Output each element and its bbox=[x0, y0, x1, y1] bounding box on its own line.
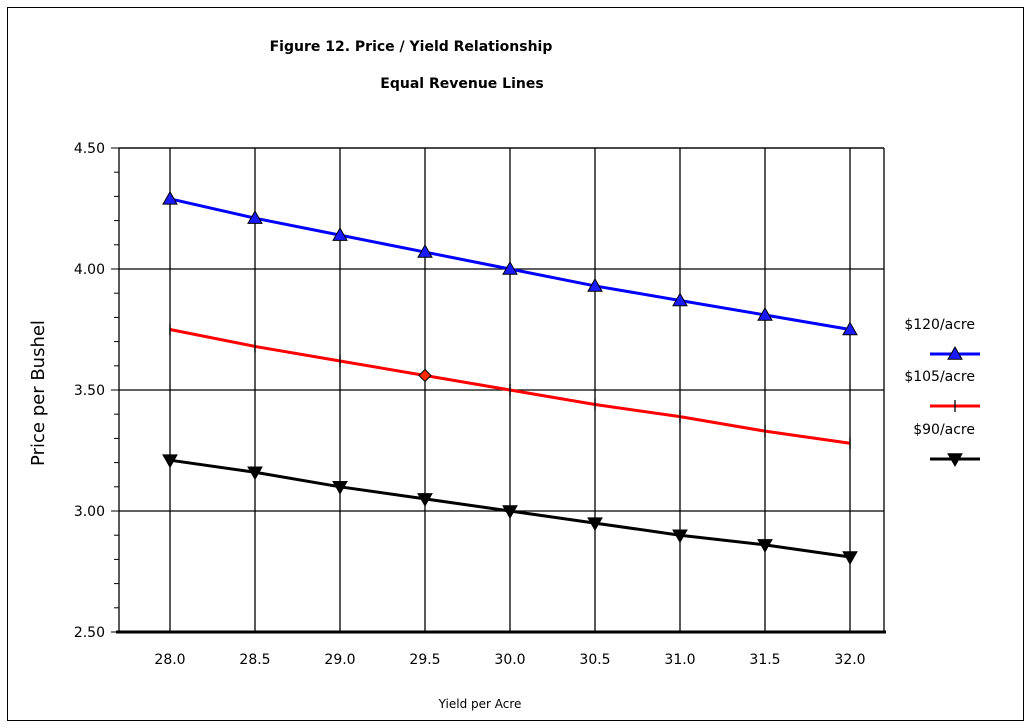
data-point bbox=[842, 321, 858, 336]
axes: 2.50 3.00 3.50 4.00 4.50 28.0 28.5 29.0 29.5 30.0… bbox=[74, 141, 886, 668]
data-point bbox=[672, 529, 688, 544]
legend-label: $90/acre bbox=[913, 422, 975, 438]
series-0 bbox=[162, 190, 858, 336]
data-point bbox=[842, 551, 858, 565]
data-point bbox=[502, 505, 518, 520]
series-1 bbox=[169, 323, 851, 450]
legend-label: $120/acre bbox=[904, 317, 975, 333]
x-tick-label: 32.0 bbox=[834, 652, 865, 668]
data-point bbox=[162, 190, 178, 205]
x-tick-label: 29.5 bbox=[409, 652, 440, 668]
series-layer bbox=[162, 190, 858, 565]
data-point bbox=[672, 292, 688, 307]
x-tick-label: 29.0 bbox=[324, 652, 355, 668]
data-point bbox=[757, 306, 773, 321]
data-point bbox=[332, 481, 348, 495]
data-point bbox=[587, 517, 603, 532]
x-tick-label: 28.0 bbox=[154, 652, 185, 668]
data-point bbox=[247, 210, 263, 224]
legend-item-0: $120/acre bbox=[904, 317, 980, 360]
data-point bbox=[417, 244, 433, 258]
legend-marker bbox=[947, 453, 963, 468]
data-point bbox=[332, 227, 348, 241]
chart-title: Figure 12. Price / Yield Relationship bbox=[270, 39, 553, 55]
legend-marker bbox=[947, 345, 963, 360]
chart-frame bbox=[7, 7, 1024, 721]
data-point bbox=[247, 466, 263, 481]
data-point bbox=[587, 277, 603, 292]
y-tick-label: 2.50 bbox=[74, 625, 105, 641]
y-tick-label: 3.00 bbox=[74, 504, 105, 520]
highlight-point bbox=[418, 368, 432, 383]
y-tick-label: 4.50 bbox=[74, 141, 105, 157]
data-point bbox=[757, 539, 773, 553]
data-point bbox=[417, 493, 433, 507]
y-axis-label: Price per Bushel bbox=[28, 320, 49, 466]
legend: $120/acre $105/acre $90/acre bbox=[904, 317, 980, 468]
x-tick-label: 31.0 bbox=[664, 652, 695, 668]
y-tick-label: 4.00 bbox=[74, 262, 105, 278]
data-point bbox=[162, 454, 178, 469]
legend-label: $105/acre bbox=[904, 369, 975, 385]
data-point bbox=[502, 260, 518, 275]
legend-item-1: $105/acre bbox=[904, 369, 980, 412]
x-tick-label: 30.5 bbox=[579, 652, 610, 668]
chart-subtitle: Equal Revenue Lines bbox=[380, 76, 543, 92]
x-axis-label: Yield per Acre bbox=[438, 697, 522, 711]
y-tick-label: 3.50 bbox=[74, 383, 105, 399]
series-2 bbox=[162, 454, 858, 565]
x-tick-label: 30.0 bbox=[494, 652, 525, 668]
x-tick-label: 28.5 bbox=[239, 652, 270, 668]
x-tick-label: 31.5 bbox=[749, 652, 780, 668]
legend-item-2: $90/acre bbox=[913, 422, 980, 468]
